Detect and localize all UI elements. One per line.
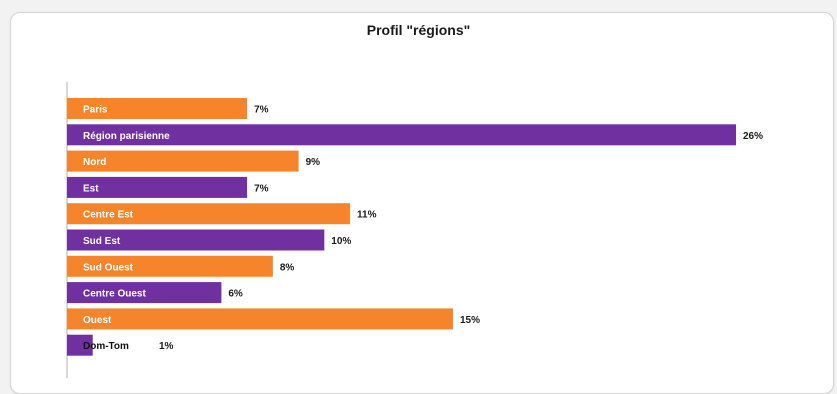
data-label: 7% (254, 183, 269, 194)
category-label: Ouest (83, 315, 112, 326)
category-label: Région parisienne (83, 131, 170, 142)
bar-5 (67, 203, 351, 225)
data-label: 8% (280, 262, 295, 273)
bar-3 (67, 150, 299, 172)
bar-10 (67, 334, 93, 356)
category-label: Centre Ouest (83, 289, 146, 300)
bar-1 (67, 98, 248, 119)
chart-title: Profil "régions" (366, 22, 471, 38)
data-label: 11% (357, 210, 377, 221)
category-label: Paris (83, 105, 108, 116)
bar-2 (67, 124, 736, 146)
category-label: Sud Ouest (83, 262, 134, 273)
bars-group: Paris 7% Région parisienne 26% Nord 9% Est 7% Ce… (67, 98, 763, 356)
category-label: Sud Est (83, 236, 121, 247)
data-label: 26% (743, 131, 763, 142)
category-label: Dom-Tom (83, 341, 129, 352)
data-label: 6% (228, 289, 243, 300)
bar-7 (67, 255, 273, 277)
category-label: Est (83, 183, 99, 194)
data-label: 1% (159, 341, 174, 352)
bar-9 (67, 308, 453, 330)
data-label: 7% (254, 105, 269, 116)
category-label: Nord (83, 157, 106, 168)
bar-4 (67, 176, 248, 198)
chart-frame (10, 12, 834, 394)
bar-chart: Paris 7% Région parisienne 26% Nord 9% Est 7% Ce… (66, 82, 763, 378)
data-label: 10% (331, 236, 351, 247)
bar-6 (67, 229, 325, 251)
bar-8 (67, 282, 222, 304)
data-label: 9% (306, 157, 321, 168)
data-label: 15% (460, 315, 480, 326)
category-label: Centre Est (83, 210, 134, 221)
